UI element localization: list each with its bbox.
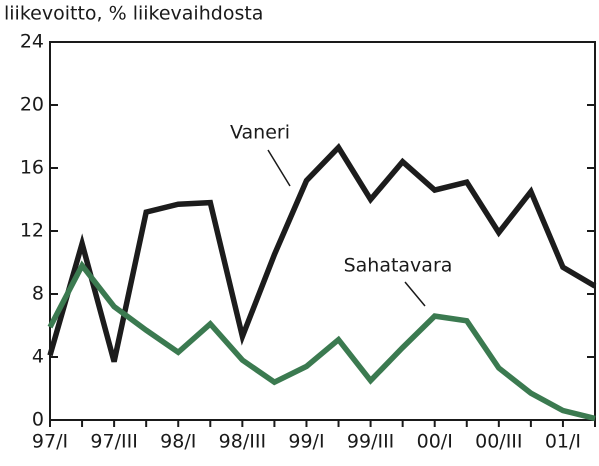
- x-tick-label: 01/I: [545, 431, 581, 453]
- y-tick-label: 4: [32, 346, 44, 368]
- x-tick-label: 97/III: [90, 431, 137, 453]
- y-axis-label: liikevoitto, % liikevaihdosta: [4, 3, 263, 25]
- x-tick-label: 00/III: [475, 431, 522, 453]
- series-line: [47, 143, 597, 363]
- y-tick-label: 0: [32, 409, 44, 431]
- x-tick-label: 00/I: [417, 431, 453, 453]
- x-tick-label: 98/III: [219, 431, 266, 453]
- y-tick-label: 20: [20, 94, 44, 116]
- x-tick-label: 98/I: [160, 431, 196, 453]
- x-tick-label: 99/I: [288, 431, 324, 453]
- y-tick-label: 16: [20, 157, 44, 179]
- y-tick-label: 8: [32, 283, 44, 305]
- annotation-leader: [404, 281, 426, 307]
- annotation-leader: [267, 149, 291, 187]
- x-tick-label: 97/I: [32, 431, 68, 453]
- y-tick-label: 24: [20, 31, 44, 53]
- y-tick-label: 12: [20, 220, 44, 242]
- series-line: [47, 260, 596, 422]
- series-label: Sahatavara: [344, 255, 453, 277]
- x-tick-label: 99/III: [347, 431, 394, 453]
- plot-frame: [49, 41, 596, 421]
- series-label: Vaneri: [230, 122, 290, 144]
